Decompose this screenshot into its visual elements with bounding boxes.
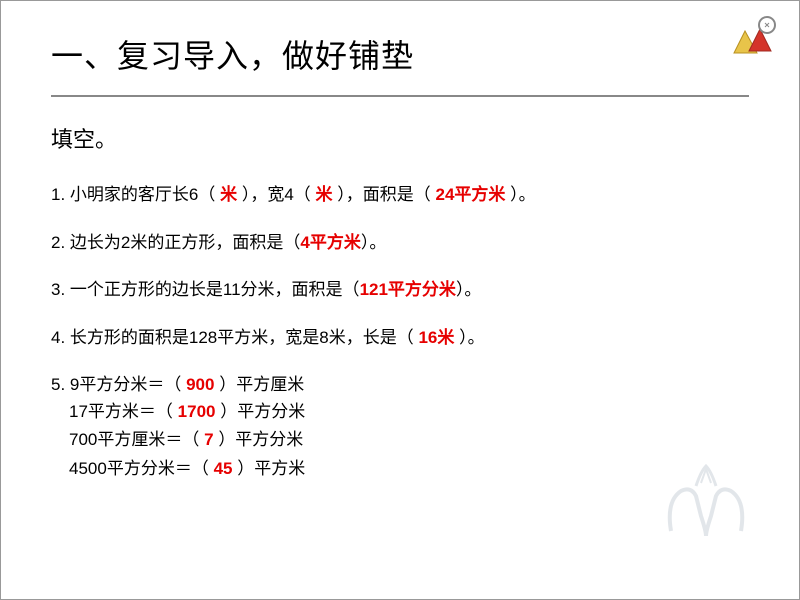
q2-text-2: ）。	[361, 233, 387, 252]
q5-l2-answer: 1700	[178, 402, 216, 421]
question-1: 1. 小明家的客厅长6（ 米 ），宽4（ 米 ），面积是（ 24平方米 ）。	[51, 182, 749, 208]
q1-text-1: 1. 小明家的客厅长6（	[51, 185, 215, 204]
q5-l2-text-1: 17平方米＝（	[69, 402, 173, 421]
watermark-icon	[641, 441, 771, 571]
q2-answer-1: 4平方米	[300, 233, 360, 252]
q3-answer-1: 121平方分米	[360, 280, 456, 299]
q3-text-1: 3. 一个正方形的边长是11分米，面积是（	[51, 280, 360, 299]
q5-l4-text-2: ）平方米	[237, 459, 305, 478]
question-2: 2. 边长为2米的正方形，面积是（4平方米）。	[51, 230, 749, 256]
q1-text-2: ），宽4（	[242, 185, 311, 204]
q5-l4-answer: 45	[214, 459, 233, 478]
q4-text-1: 4. 长方形的面积是128平方米，宽是8米，长是（	[51, 328, 414, 347]
q3-text-2: ）。	[456, 280, 482, 299]
question-4: 4. 长方形的面积是128平方米，宽是8米，长是（ 16米 ）。	[51, 325, 749, 351]
q5-l1-text-2: ）平方厘米	[219, 375, 304, 394]
q1-text-4: ）。	[510, 185, 536, 204]
slide-title: 一、复习导入，做好铺垫	[51, 31, 749, 77]
q4-answer-1: 16米	[418, 328, 454, 347]
q5-l3-text-1: 700平方厘米＝（	[69, 430, 199, 449]
q2-text-1: 2. 边长为2米的正方形，面积是（	[51, 233, 300, 252]
section-subtitle: 填空。	[51, 122, 749, 154]
corner-decoration-icon	[729, 13, 784, 61]
question-5-line-2: 17平方米＝（ 1700 ）平方分米	[51, 398, 749, 427]
q1-answer-1: 米	[220, 185, 237, 204]
q5-l2-text-2: ）平方分米	[220, 402, 305, 421]
q5-l1-text-1: 5. 9平方分米＝（	[51, 375, 181, 394]
q1-text-3: ），面积是（	[337, 185, 431, 204]
q1-answer-2: 米	[316, 185, 333, 204]
q5-l4-text-1: 4500平方分米＝（	[69, 459, 209, 478]
q5-l3-text-2: ）平方分米	[218, 430, 303, 449]
q5-l1-answer: 900	[186, 375, 214, 394]
slide-container: 一、复习导入，做好铺垫 填空。 1. 小明家的客厅长6（ 米 ），宽4（ 米 ）…	[0, 0, 800, 600]
question-3: 3. 一个正方形的边长是11分米，面积是（121平方分米）。	[51, 277, 749, 303]
q4-text-2: ）。	[459, 328, 485, 347]
question-5-line-1: 5. 9平方分米＝（ 900 ）平方厘米	[51, 372, 749, 398]
q1-answer-3: 24平方米	[436, 185, 506, 204]
q5-l3-answer: 7	[204, 430, 213, 449]
title-divider	[51, 95, 749, 97]
